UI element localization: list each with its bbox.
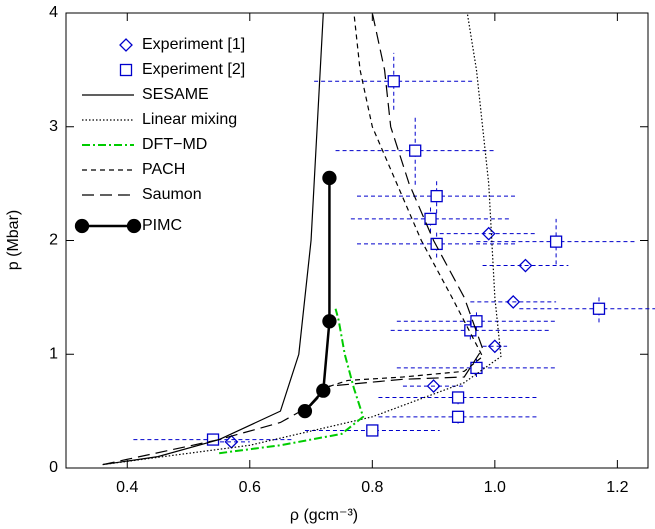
legend-label: PACH	[142, 161, 185, 178]
legend-label: DFT−MD	[142, 136, 207, 153]
y-tick-label: 4	[49, 4, 58, 21]
marker	[409, 144, 422, 157]
y-axis-label: p (Mbar)	[5, 210, 22, 270]
marker	[119, 63, 133, 77]
x-tick-label: 1.0	[484, 479, 506, 496]
series-line	[310, 12, 484, 406]
y-tick-label: 1	[49, 345, 58, 362]
series	[219, 308, 365, 455]
marker	[506, 295, 521, 309]
marker	[366, 424, 379, 437]
marker	[426, 379, 441, 394]
series-line	[303, 177, 331, 412]
legend-label: Experiment [1]	[142, 36, 245, 53]
marker	[430, 189, 443, 203]
marker	[297, 403, 313, 419]
marker	[549, 235, 563, 248]
y-tick-label: 0	[49, 459, 58, 476]
legend-label: Experiment [2]	[142, 61, 245, 78]
marker	[322, 314, 337, 329]
series	[102, 12, 324, 466]
marker	[518, 258, 533, 273]
marker	[592, 302, 606, 315]
x-tick-label: 0.8	[361, 479, 383, 496]
marker	[387, 75, 400, 88]
series-line	[102, 12, 324, 466]
series	[102, 12, 484, 466]
y-tick-label: 2	[49, 232, 58, 249]
marker	[451, 410, 465, 423]
series-line	[102, 12, 502, 466]
legend-label: Saumon	[142, 186, 202, 203]
series	[133, 52, 655, 446]
marker	[481, 226, 496, 241]
x-tick-label: 1.2	[606, 479, 628, 496]
marker	[470, 361, 483, 375]
marker	[470, 315, 483, 328]
series	[213, 226, 569, 449]
series	[102, 12, 502, 466]
marker	[74, 218, 90, 234]
x-axis-label: ρ (gcm⁻³)	[290, 507, 358, 524]
x-tick-label: 0.4	[116, 479, 138, 496]
series-line	[219, 308, 365, 455]
legend: Experiment [1] Experiment [2] SESAME Linear…	[74, 36, 245, 234]
series	[310, 12, 484, 406]
marker	[119, 38, 133, 52]
x-tick-label: 0.6	[239, 479, 261, 496]
y-tick-label: 3	[49, 118, 58, 135]
legend-label: SESAME	[142, 86, 209, 103]
marker	[451, 391, 465, 404]
series	[297, 170, 337, 419]
legend-label: Linear mixing	[142, 111, 237, 128]
series-line	[102, 12, 484, 466]
marker	[126, 218, 142, 234]
marker	[487, 339, 502, 354]
marker	[322, 170, 337, 186]
marker	[424, 212, 437, 226]
marker	[430, 237, 443, 251]
legend-label: PIMC	[142, 217, 182, 234]
marker	[316, 383, 331, 398]
